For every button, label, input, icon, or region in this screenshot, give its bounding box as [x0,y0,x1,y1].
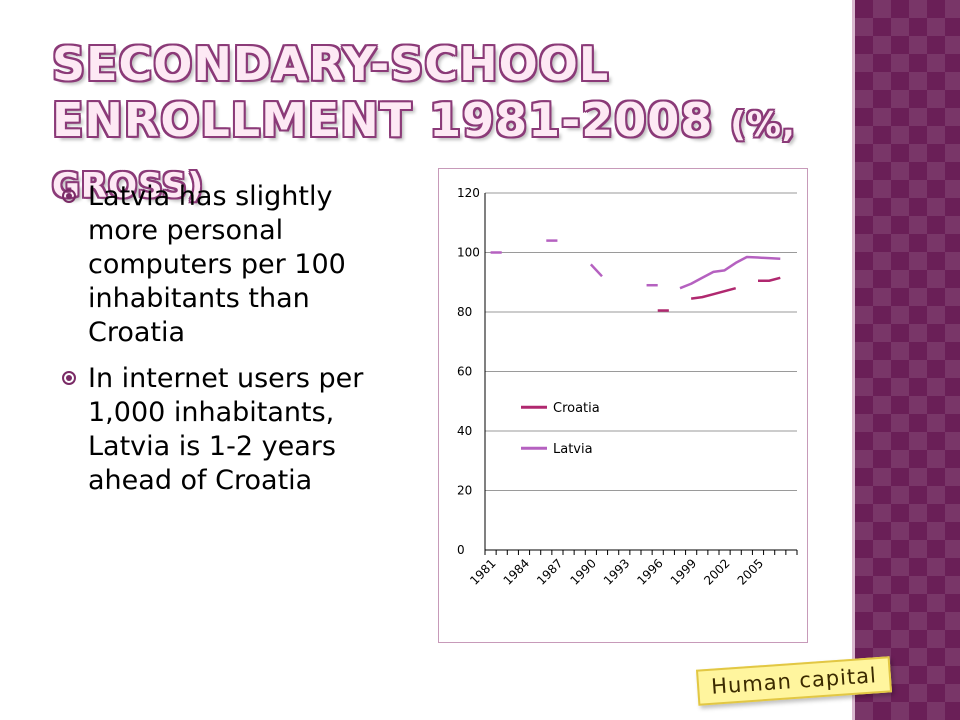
bullet-list: Latvia has slightly more personal comput… [62,180,407,510]
title-line-2-main: ENROLLMENT 1981-2008 [52,93,731,147]
y-tick-label: 40 [457,424,472,438]
x-tick-label: 1993 [601,556,632,587]
y-tick-label: 0 [457,543,465,557]
x-tick-label: 2002 [701,556,732,587]
bullet-item: In internet users per 1,000 inhabitants,… [62,362,407,498]
circle-bullet-icon [62,371,76,385]
y-tick-label: 60 [457,365,472,379]
y-tick-label: 120 [457,186,480,200]
y-tick-label: 100 [457,246,480,260]
title-suffix: (%, GROSS) [52,105,796,206]
decorative-side-band [855,0,960,720]
series-line-croatia [758,276,781,283]
bullet-item: Latvia has slightly more personal comput… [62,180,407,350]
legend-label-croatia: Croatia [553,401,600,416]
title-line-2: ENROLLMENT 1981-2008 (%, GROSS) [52,92,852,214]
bullet-text: In internet users per 1,000 inhabitants,… [88,363,364,496]
x-tick-label: 2005 [735,556,766,587]
circle-bullet-icon [62,189,76,203]
line-chart: 0 20 40 60 80 100 120 1981 1984 1987 1990 1993 1996 1… [457,186,798,588]
series-line-latvia [589,263,603,278]
x-tick-label: 1999 [668,556,699,587]
series-line-latvia [679,255,781,290]
series-line-croatia [690,286,737,300]
x-tick-label: 1996 [634,556,665,587]
title-line-1: SECONDARY-SCHOOL [52,37,610,91]
bullet-text: Latvia has slightly more personal comput… [88,181,346,348]
slide-title: SECONDARY-SCHOOL ENROLLMENT 1981-2008 (%… [52,36,852,214]
right-band-edge [852,0,857,720]
y-tick-label: 20 [457,484,472,498]
x-tick-label: 1981 [467,556,498,587]
chart-frame: 0 20 40 60 80 100 120 1981 1984 1987 1990 1993 1996 1… [438,168,808,643]
legend-label-latvia: Latvia [553,442,593,457]
y-tick-label: 80 [457,305,472,319]
x-tick-label: 1990 [567,556,598,587]
x-tick-label: 1984 [501,556,532,587]
x-tick-label: 1987 [534,556,565,587]
